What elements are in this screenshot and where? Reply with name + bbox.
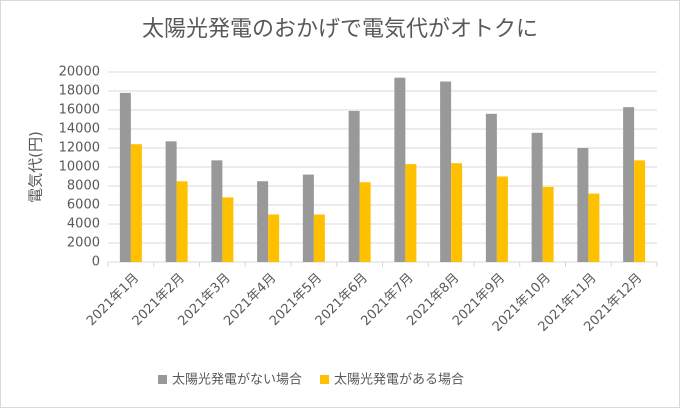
y-tick-label: 16000 <box>59 103 100 118</box>
bar <box>588 193 600 262</box>
bar <box>577 148 589 262</box>
bar <box>268 214 280 262</box>
bar <box>348 110 360 262</box>
bar <box>119 92 131 263</box>
bar <box>211 160 223 262</box>
bar <box>165 141 177 262</box>
y-axis-label: 電気代(円) <box>27 131 45 203</box>
bar <box>485 113 497 262</box>
bar <box>302 174 314 262</box>
legend-label: 太陽光発電がない場合 <box>172 373 302 388</box>
chart-title: 太陽光発電のおかげで電気代がオトクに <box>142 17 538 42</box>
bar <box>440 81 452 262</box>
y-tick-label: 18000 <box>59 84 100 99</box>
bar <box>531 132 543 262</box>
legend-label: 太陽光発電がある場合 <box>334 373 464 388</box>
bar <box>542 186 554 262</box>
bar <box>257 181 269 262</box>
y-tick-label: 20000 <box>59 65 100 80</box>
y-tick-label: 10000 <box>59 160 100 175</box>
bar <box>130 144 142 262</box>
y-tick-label: 6000 <box>67 198 100 213</box>
bar <box>222 197 234 262</box>
bar <box>313 214 325 262</box>
bar <box>634 160 646 262</box>
y-tick-label: 14000 <box>59 122 100 137</box>
bar <box>176 181 188 262</box>
y-tick-label: 12000 <box>59 141 100 156</box>
bar <box>496 176 508 262</box>
bar <box>359 182 371 262</box>
legend-swatch <box>320 375 330 384</box>
y-tick-label: 0 <box>92 255 100 270</box>
y-tick-label: 4000 <box>67 217 100 232</box>
bar <box>623 107 635 263</box>
bar <box>394 77 406 262</box>
bar <box>405 164 417 262</box>
y-tick-label: 2000 <box>67 236 100 251</box>
legend-swatch <box>158 375 167 384</box>
bar <box>451 163 463 262</box>
y-tick-label: 8000 <box>67 179 100 194</box>
